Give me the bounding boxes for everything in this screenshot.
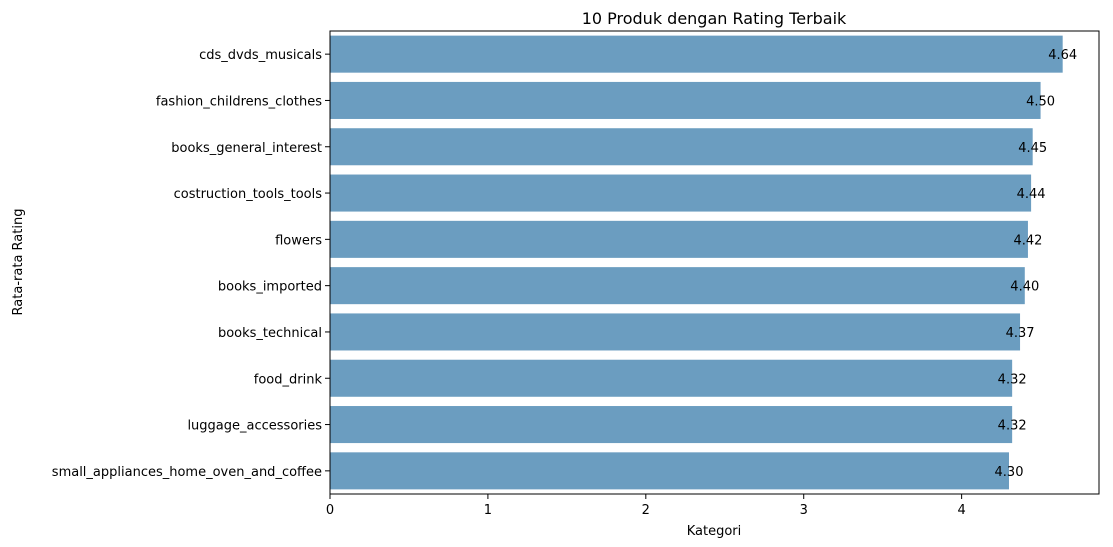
- data-label-books_general_interest: 4.45: [1018, 141, 1047, 156]
- bar-fashion_childrens_clothes: [330, 81, 1041, 119]
- data-label-books_imported: 4.40: [1010, 280, 1039, 295]
- x-tick-label: 0: [326, 503, 334, 518]
- y-axis-label: Rata-rata Rating: [11, 209, 26, 316]
- x-axis-label: Kategori: [687, 524, 742, 539]
- data-labels-layer: 4.64 4.50 4.45 4.44 4.42 4.40 4.37 4.32 4.32 4.30: [995, 48, 1078, 480]
- y-tick-label-flowers: flowers: [275, 233, 322, 248]
- y-tick-label-food_drink: food_drink: [254, 372, 323, 387]
- y-tick-label-books_technical: books_technical: [218, 326, 322, 341]
- x-tick-label: 4: [957, 503, 965, 518]
- data-label-flowers: 4.42: [1013, 233, 1042, 248]
- bar-small_appliances_home_oven_and_coffee: [330, 452, 1009, 490]
- data-label-costruction_tools_tools: 4.44: [1017, 187, 1046, 202]
- x-tick-label: 2: [642, 503, 650, 518]
- bar-books_technical: [330, 313, 1021, 351]
- chart-title: 10 Produk dengan Rating Terbaik: [582, 9, 847, 28]
- y-tick-label-books_imported: books_imported: [218, 280, 322, 295]
- axes-frame: [329, 30, 1100, 495]
- bars-layer: [330, 35, 1063, 490]
- y-tick-label-fashion_childrens_clothes: fashion_childrens_clothes: [156, 94, 322, 109]
- y-axis-ticks: cds_dvds_musicals fashion_childrens_cloth…: [52, 48, 330, 480]
- x-axis-ticks: 0 1 2 3 4: [326, 494, 966, 518]
- data-label-fashion_childrens_clothes: 4.50: [1026, 94, 1055, 109]
- data-label-food_drink: 4.32: [998, 372, 1027, 387]
- x-tick-label: 1: [484, 503, 492, 518]
- bar-cds_dvds_musicals: [330, 35, 1063, 73]
- x-tick-label: 3: [800, 503, 808, 518]
- bar-books_imported: [330, 267, 1025, 305]
- bar-costruction_tools_tools: [330, 174, 1032, 212]
- y-tick-label-cds_dvds_musicals: cds_dvds_musicals: [199, 48, 322, 63]
- y-tick-label-costruction_tools_tools: costruction_tools_tools: [174, 187, 323, 202]
- data-label-luggage_accessories: 4.32: [998, 419, 1027, 434]
- bar-food_drink: [330, 359, 1013, 397]
- bar-flowers: [330, 220, 1028, 258]
- data-label-small_appliances_home_oven_and_coffee: 4.30: [995, 465, 1024, 480]
- y-tick-label-luggage_accessories: luggage_accessories: [187, 419, 322, 434]
- bar-books_general_interest: [330, 128, 1033, 166]
- data-label-books_technical: 4.37: [1006, 326, 1035, 341]
- data-label-cds_dvds_musicals: 4.64: [1048, 48, 1077, 63]
- y-tick-label-small_appliances_home_oven_and_coffee: small_appliances_home_oven_and_coffee: [52, 465, 322, 480]
- y-tick-label-books_general_interest: books_general_interest: [171, 141, 322, 156]
- bar-luggage_accessories: [330, 406, 1013, 444]
